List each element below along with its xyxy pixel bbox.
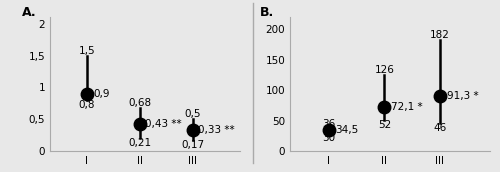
- Text: 0,21: 0,21: [128, 138, 152, 148]
- Text: 0,8: 0,8: [78, 100, 95, 110]
- Text: 36: 36: [322, 119, 336, 129]
- Text: 1,5: 1,5: [78, 46, 96, 56]
- Text: B.: B.: [260, 7, 274, 19]
- Text: 46: 46: [434, 123, 446, 133]
- Text: 34,5: 34,5: [336, 125, 359, 135]
- Text: 0,43 **: 0,43 **: [145, 119, 182, 129]
- Text: A.: A.: [22, 7, 36, 19]
- Text: 30: 30: [322, 133, 336, 143]
- Text: 182: 182: [430, 30, 450, 40]
- Text: 126: 126: [374, 64, 394, 74]
- Text: 0,5: 0,5: [184, 109, 201, 119]
- Text: 52: 52: [378, 120, 391, 130]
- Text: 0,17: 0,17: [181, 141, 204, 150]
- Text: 0,9: 0,9: [94, 89, 110, 99]
- Text: 0,33 **: 0,33 **: [198, 125, 234, 135]
- Text: 72,1 *: 72,1 *: [391, 102, 422, 112]
- Text: 0,68: 0,68: [128, 98, 152, 108]
- Text: 91,3 *: 91,3 *: [446, 91, 478, 101]
